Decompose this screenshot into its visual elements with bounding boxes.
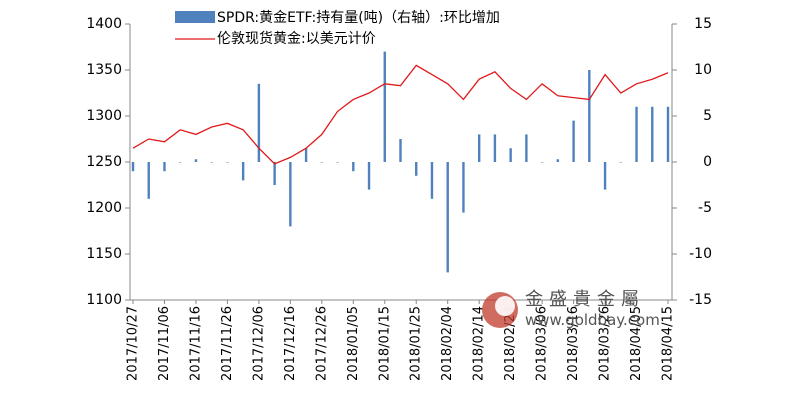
y-tick-label: 1100 [86, 292, 122, 308]
x-tick-label: 2018/04/05 [629, 306, 644, 381]
bar [462, 162, 465, 213]
y-tick-label: 1350 [86, 62, 122, 78]
bar [320, 162, 324, 163]
bar [131, 162, 135, 172]
legend-label: 伦敦现货黄金:以美元计价 [217, 30, 376, 47]
x-tick-label: 2017/11/26 [220, 306, 235, 381]
bar [493, 134, 497, 162]
bar [525, 134, 528, 162]
bar [446, 162, 449, 273]
x-tick-label: 2018/01/15 [377, 306, 392, 381]
watermark-name: 金盛貴金屬 [525, 289, 645, 310]
y-tick-label: 1400 [86, 16, 122, 32]
x-tick-label: 2017/11/16 [188, 306, 203, 381]
bar [194, 159, 198, 162]
y2-tick-label: 15 [694, 16, 712, 32]
y2-tick-label: 5 [703, 108, 712, 124]
x-tick-label: 2017/12/16 [283, 306, 298, 381]
bar [383, 51, 386, 162]
bar [399, 139, 402, 162]
bar [430, 162, 434, 199]
bar [147, 162, 150, 199]
bar [477, 134, 481, 162]
x-tick-label: 2017/12/26 [314, 306, 329, 381]
bar [304, 148, 308, 162]
bar [556, 159, 560, 162]
line [132, 64, 669, 165]
bar [273, 162, 276, 185]
bar [257, 83, 261, 162]
x-tick-label: 2018/01/05 [346, 306, 361, 381]
x-tick-label: 2018/04/15 [661, 306, 676, 381]
x-tick-label: 2018/03/06 [535, 306, 550, 381]
y2-tick-label: -5 [698, 200, 712, 216]
bar [666, 106, 670, 162]
x-tick-label: 2017/11/06 [157, 306, 172, 381]
bar [588, 70, 591, 162]
y-tick-label: 1150 [86, 246, 122, 262]
bar [603, 162, 607, 190]
watermark: 金盛貴金屬 www.goldbay.com [482, 289, 660, 329]
bar [619, 162, 622, 163]
bar [415, 162, 418, 176]
y2-tick-label: -10 [689, 246, 712, 262]
y-tick-label: 1200 [86, 200, 122, 216]
bar [336, 162, 339, 163]
watermark-url: www.goldbay.com [525, 311, 660, 329]
bar [352, 162, 355, 172]
x-tick-label: 2018/03/26 [598, 306, 613, 381]
bar [226, 162, 229, 163]
bar [241, 162, 245, 181]
x-tick-label: 2018/03/16 [566, 306, 581, 381]
bar [651, 106, 654, 162]
y2-tick-label: 10 [694, 62, 712, 78]
x-tick-label: 2018/02/14 [472, 306, 487, 381]
legend-swatch [175, 11, 215, 23]
x-tick-label: 2018/02/04 [440, 306, 455, 381]
bar [179, 162, 182, 163]
bar [540, 162, 544, 163]
bar [572, 120, 575, 162]
bar [367, 162, 371, 190]
bar [289, 162, 292, 227]
legend-label: SPDR:黄金ETF:持有量(吨)（右轴）:环比增加 [217, 9, 500, 26]
bar [635, 106, 638, 162]
y2-tick-label: 0 [703, 154, 712, 170]
bar [509, 148, 512, 162]
x-tick-label: 2017/10/27 [126, 306, 141, 381]
y2-tick-label: -15 [689, 292, 712, 308]
x-tick-label: 2018/01/25 [409, 306, 424, 381]
x-tick-label: 2017/12/06 [251, 306, 266, 381]
y-tick-label: 1300 [86, 108, 122, 124]
bar [210, 162, 213, 163]
y-tick-label: 1250 [86, 154, 122, 170]
bar [163, 162, 166, 172]
